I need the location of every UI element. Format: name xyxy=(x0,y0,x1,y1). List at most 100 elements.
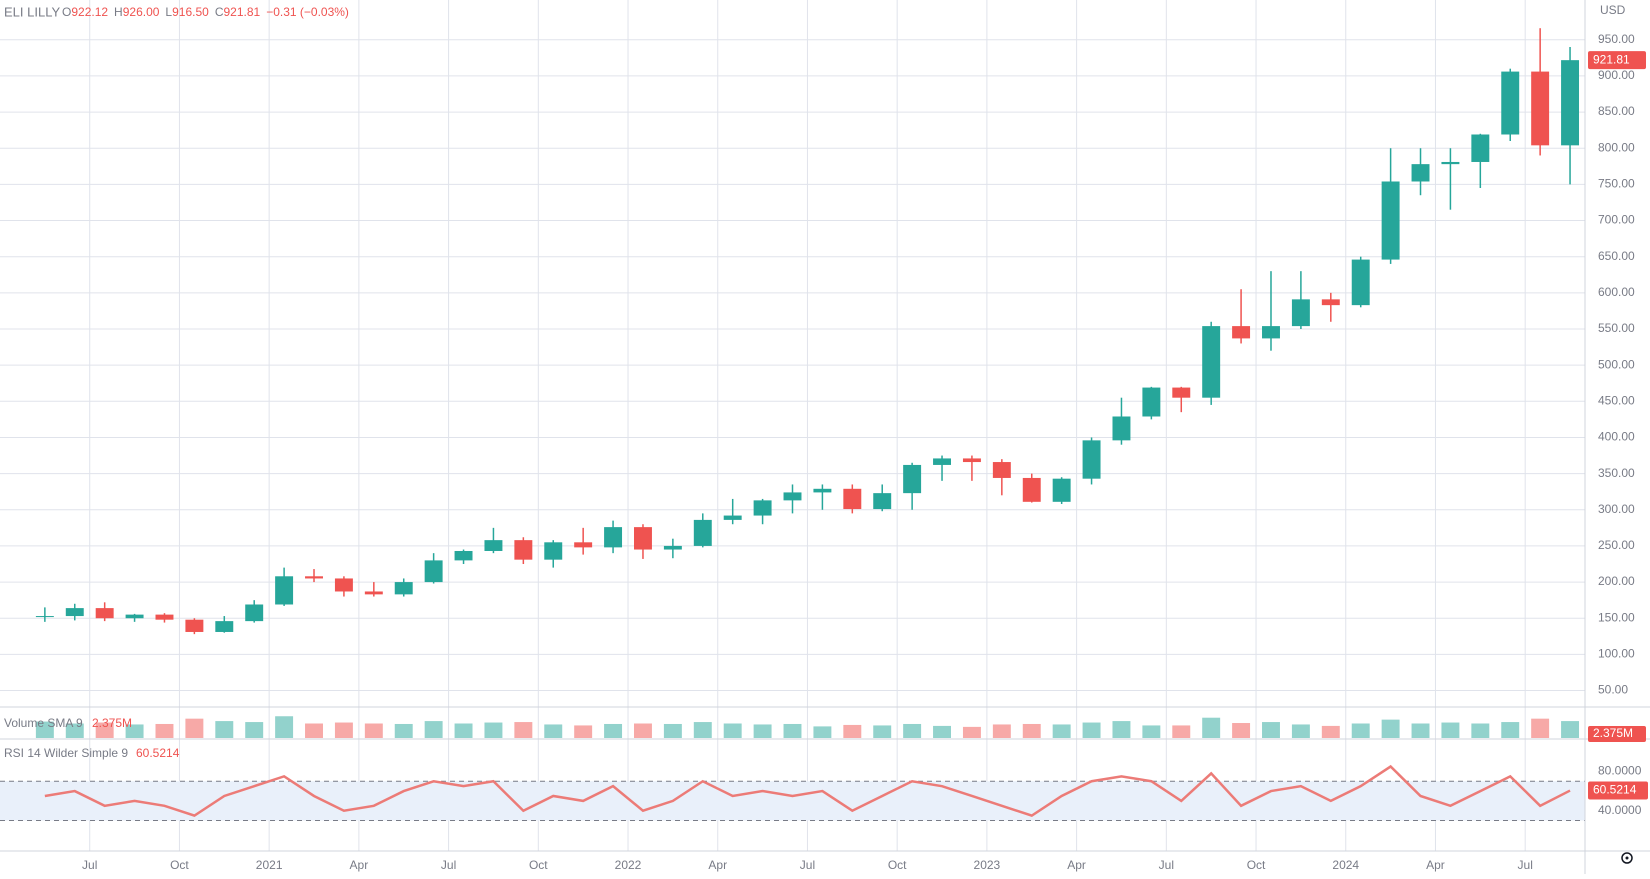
candle-body xyxy=(1262,326,1280,339)
candle-body xyxy=(783,492,802,501)
candle-body xyxy=(1052,478,1071,502)
candle-body xyxy=(843,488,862,510)
candle-body xyxy=(1351,259,1370,306)
price-tag-label: 921.81 xyxy=(1593,52,1630,66)
x-tick-label: Apr xyxy=(1067,858,1086,872)
candle-body xyxy=(663,545,682,550)
volume-bar xyxy=(155,723,174,738)
volume-bar xyxy=(1052,724,1071,738)
candle-body xyxy=(574,542,593,548)
candle-body xyxy=(454,550,473,561)
rsi-title: RSI 14 Wilder Simple 9 xyxy=(4,746,128,760)
ohlc-key: O xyxy=(62,5,71,19)
y-tick-label: 500.00 xyxy=(1598,357,1635,371)
volume-bar xyxy=(1232,723,1251,738)
price-tag-label: 60.5214 xyxy=(1593,783,1637,797)
y-tick-label: 450.00 xyxy=(1598,393,1635,407)
candle-body xyxy=(155,614,174,620)
volume-bar xyxy=(424,721,443,738)
volume-tag-label: 2.375M xyxy=(1593,726,1633,740)
candle-body xyxy=(1232,326,1251,339)
ohlc-key: H xyxy=(114,5,123,19)
y-tick-label: 50.00 xyxy=(1598,683,1628,697)
candle-body xyxy=(1142,387,1161,417)
volume-bar xyxy=(962,726,981,738)
ohlc-value: 916.50 xyxy=(172,5,209,19)
candle-body xyxy=(1112,416,1131,441)
symbol-name: ELI LILLY xyxy=(4,4,60,19)
x-tick-label: Jul xyxy=(441,858,456,872)
candle-body xyxy=(1202,326,1221,398)
rsi-value: 60.5214 xyxy=(136,746,180,760)
candle-body xyxy=(813,488,832,493)
candle-body xyxy=(1441,161,1460,165)
volume-bar xyxy=(933,725,951,738)
volume-bar xyxy=(185,718,204,738)
candle-body xyxy=(933,458,951,465)
y-tick-label: 800.00 xyxy=(1598,140,1635,154)
volume-bar xyxy=(484,722,503,738)
candle-body xyxy=(65,608,84,617)
volume-bar xyxy=(873,725,892,738)
volume-bar xyxy=(753,724,772,738)
volume-bar xyxy=(1262,722,1280,738)
x-tick-label: 2022 xyxy=(615,858,642,872)
x-tick-label: Jul xyxy=(82,858,97,872)
candle-body xyxy=(185,619,204,632)
candle-body xyxy=(634,527,652,550)
volume-bar xyxy=(454,723,473,738)
y-tick-label: 700.00 xyxy=(1598,213,1635,227)
price-tag xyxy=(1588,781,1648,800)
volume-bar xyxy=(334,722,353,738)
volume-bar xyxy=(65,723,84,738)
candle-body xyxy=(245,604,264,622)
candle-body xyxy=(544,542,563,560)
x-tick-label: Apr xyxy=(350,858,369,872)
volume-bar xyxy=(843,724,862,738)
x-tick-label: 2021 xyxy=(256,858,283,872)
rsi-tick-label: 40.0000 xyxy=(1598,803,1642,817)
candle-body xyxy=(723,515,742,520)
volume-bar xyxy=(95,722,114,738)
volume-bar xyxy=(992,724,1011,738)
volume-bar xyxy=(783,723,802,738)
volume-bar xyxy=(1082,722,1101,738)
volume-bar xyxy=(125,724,144,738)
volume-bar xyxy=(1441,722,1460,738)
volume-bar xyxy=(35,721,54,738)
volume-bar xyxy=(1351,723,1370,738)
volume-bar xyxy=(1471,723,1490,738)
candle-body xyxy=(992,462,1011,478)
volume-bar xyxy=(604,723,623,738)
x-tick-label: Apr xyxy=(708,858,727,872)
volume-tag xyxy=(1588,726,1646,742)
price-tag xyxy=(1588,51,1646,70)
candle-body xyxy=(1022,477,1041,502)
y-tick-label: 150.00 xyxy=(1598,610,1635,624)
volume-bar xyxy=(1531,718,1550,738)
candle-body xyxy=(1501,71,1520,135)
settings-icon[interactable] xyxy=(1621,852,1633,864)
rsi-line xyxy=(44,764,1571,818)
volume-bar xyxy=(1172,725,1191,738)
candle-body xyxy=(514,540,533,560)
volume-bar xyxy=(634,723,652,738)
labels: ELI LILLY USD Volume SMA 9 2.375M RSI 14… xyxy=(4,3,1648,872)
ohlc-value: 922.12 xyxy=(71,5,108,19)
candle-body xyxy=(275,576,294,605)
candle-body xyxy=(1381,181,1400,260)
volume-bar xyxy=(364,723,383,738)
y-tick-label: 900.00 xyxy=(1598,68,1635,82)
candle-body xyxy=(962,458,981,463)
candle-body xyxy=(1561,60,1580,146)
volume-bar xyxy=(1561,721,1580,738)
volume-bar xyxy=(663,723,682,738)
volume-bar xyxy=(574,725,593,738)
volume-bar xyxy=(1381,719,1400,738)
candle-body xyxy=(95,608,114,619)
ohlc-legend: O922.12 H926.00 L916.50 C921.81 −0.31 (−0.03… xyxy=(62,5,349,19)
y-tick-label: 850.00 xyxy=(1598,104,1635,118)
volume-bar xyxy=(245,722,264,738)
